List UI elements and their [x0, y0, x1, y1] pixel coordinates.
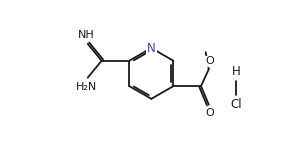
- Text: H: H: [232, 65, 240, 78]
- Text: Cl: Cl: [230, 98, 242, 111]
- Text: N: N: [147, 42, 156, 55]
- Text: NH: NH: [78, 30, 95, 40]
- Text: O: O: [205, 108, 214, 119]
- Text: H₂N: H₂N: [76, 82, 97, 92]
- Text: O: O: [205, 56, 214, 66]
